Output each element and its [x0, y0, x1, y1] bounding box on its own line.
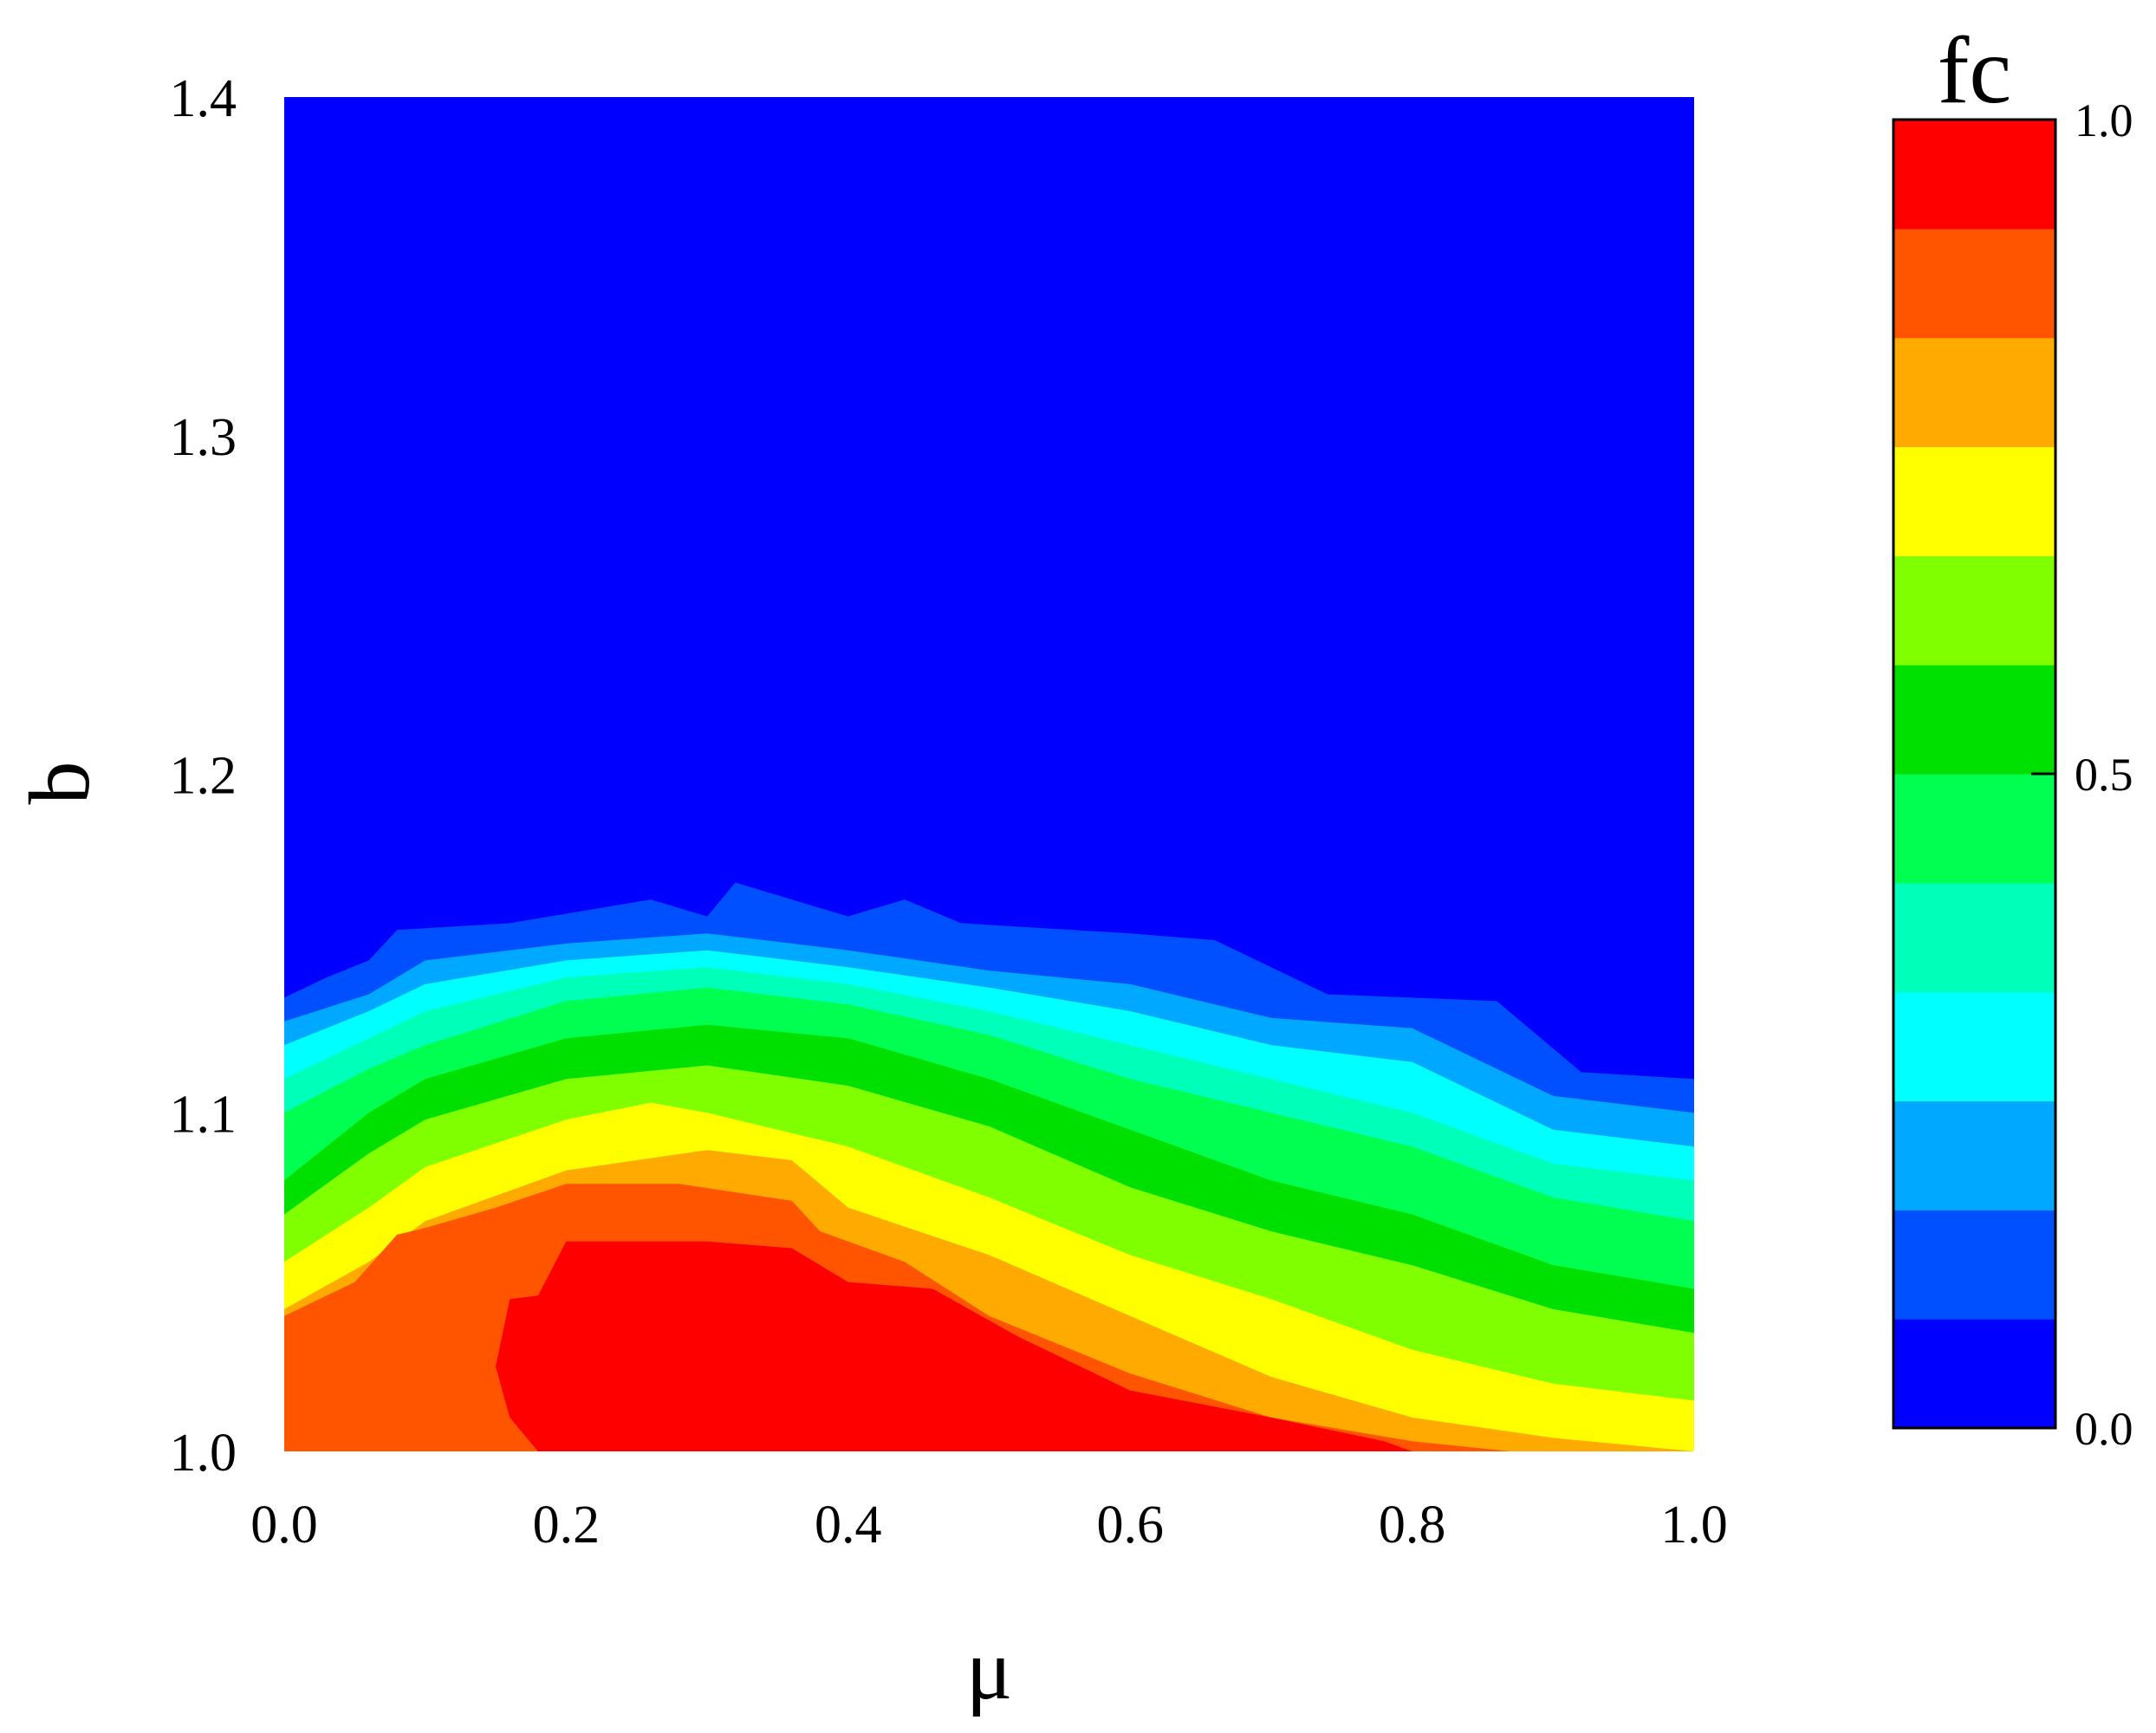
colorbar-tick-label: 0.5: [2075, 749, 2133, 801]
colorbar-tick-label: 1.0: [2075, 94, 2133, 146]
colorbar-segment-6: [1893, 665, 2055, 775]
x-tick-label: 0.4: [815, 1496, 882, 1555]
y-tick-label: 1.0: [170, 1424, 237, 1483]
x-axis-title: μ: [966, 1621, 1013, 1717]
y-tick-label: 1.3: [170, 408, 237, 467]
colorbar-tick-label: 0.0: [2075, 1403, 2133, 1455]
colorbar-segment-7: [1893, 555, 2055, 665]
colorbar-segment-11: [1893, 120, 2055, 230]
colorbar-segment-2: [1893, 1100, 2055, 1211]
x-tick-label: 0.8: [1379, 1496, 1446, 1555]
y-tick-label: 1.1: [170, 1085, 237, 1144]
plot-area: [284, 97, 1694, 1451]
y-tick-label: 1.4: [170, 69, 237, 128]
colorbar-segment-5: [1893, 774, 2055, 884]
colorbar-segment-3: [1893, 991, 2055, 1102]
colorbar: 0.0 0.5 1.0: [1892, 94, 2133, 1455]
colorbar-segment-1: [1893, 1210, 2055, 1320]
colorbar-segment-10: [1893, 228, 2055, 339]
colorbar-segment-9: [1893, 337, 2055, 448]
colorbar-segment-8: [1893, 446, 2055, 556]
y-axis-ticks: 1.0 1.1 1.2 1.3 1.4: [170, 69, 237, 1483]
y-axis-title: b: [11, 762, 107, 805]
x-tick-label: 0.0: [250, 1496, 318, 1555]
x-tick-label: 0.6: [1096, 1496, 1164, 1555]
colorbar-segment-4: [1893, 882, 2055, 993]
x-tick-label: 0.2: [533, 1496, 601, 1555]
x-axis-ticks: 0.0 0.2 0.4 0.6 0.8 1.0: [250, 1496, 1728, 1555]
y-tick-label: 1.2: [170, 747, 237, 806]
colorbar-title: fc: [1938, 17, 2011, 123]
colorbar-segment-0: [1893, 1319, 2055, 1429]
contour-band-11: [496, 1241, 1412, 1451]
x-tick-label: 1.0: [1660, 1496, 1728, 1555]
